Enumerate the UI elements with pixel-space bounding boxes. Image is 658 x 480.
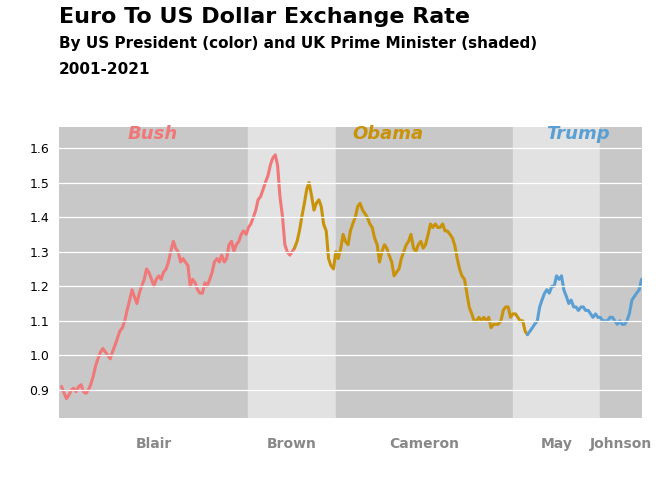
Text: Euro To US Dollar Exchange Rate: Euro To US Dollar Exchange Rate [59, 7, 470, 27]
Bar [513, 127, 600, 418]
Text: May: May [541, 437, 572, 451]
Text: Bush: Bush [127, 125, 178, 143]
Bar [249, 127, 336, 418]
Text: Obama: Obama [353, 125, 424, 143]
Bar [600, 127, 642, 418]
Text: By US President (color) and UK Prime Minister (shaded): By US President (color) and UK Prime Min… [59, 36, 538, 51]
Text: Cameron: Cameron [390, 437, 459, 451]
Bar [336, 127, 513, 418]
Text: Trump: Trump [545, 125, 609, 143]
Bar [59, 127, 249, 418]
Text: 2001-2021: 2001-2021 [59, 62, 151, 77]
Text: Johnson: Johnson [590, 437, 652, 451]
Text: Brown: Brown [267, 437, 317, 451]
Text: Blair: Blair [136, 437, 172, 451]
